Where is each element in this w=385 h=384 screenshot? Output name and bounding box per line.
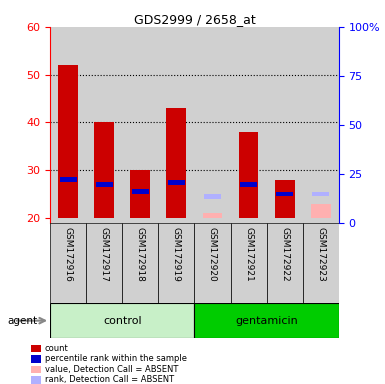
Text: count: count [45, 344, 69, 353]
Bar [312, 192, 329, 197]
Text: control: control [103, 316, 142, 326]
Text: GSM172917: GSM172917 [100, 227, 109, 281]
Bar [204, 194, 221, 199]
Bar [31, 376, 41, 384]
Text: gentamicin: gentamicin [235, 316, 298, 326]
Bar [203, 213, 223, 218]
Bar [275, 180, 295, 218]
Text: GSM172920: GSM172920 [208, 227, 217, 281]
Title: GDS2999 / 2658_at: GDS2999 / 2658_at [134, 13, 255, 26]
FancyBboxPatch shape [194, 223, 231, 303]
Text: GSM172919: GSM172919 [172, 227, 181, 281]
FancyBboxPatch shape [50, 223, 86, 303]
Text: GSM172918: GSM172918 [136, 227, 145, 281]
FancyBboxPatch shape [231, 223, 266, 303]
Text: GSM172916: GSM172916 [64, 227, 73, 281]
FancyBboxPatch shape [158, 223, 194, 303]
Bar [266, 27, 303, 223]
Bar [58, 65, 78, 218]
Bar [194, 27, 231, 223]
Bar [31, 366, 41, 373]
Bar [50, 27, 86, 223]
Bar [86, 27, 122, 223]
Text: rank, Detection Call = ABSENT: rank, Detection Call = ABSENT [45, 375, 174, 384]
FancyBboxPatch shape [266, 223, 303, 303]
Bar [276, 192, 293, 197]
FancyBboxPatch shape [194, 303, 339, 338]
Bar [158, 27, 194, 223]
Bar [239, 132, 258, 218]
Bar [132, 189, 149, 194]
Bar [240, 182, 257, 187]
FancyBboxPatch shape [86, 223, 122, 303]
Text: agent: agent [8, 316, 38, 326]
Bar [122, 27, 158, 223]
FancyBboxPatch shape [50, 303, 194, 338]
Bar [166, 108, 186, 218]
Text: GSM172922: GSM172922 [280, 227, 289, 281]
Bar [96, 182, 113, 187]
Text: value, Detection Call = ABSENT: value, Detection Call = ABSENT [45, 365, 178, 374]
Bar [31, 345, 41, 353]
Bar [168, 180, 185, 184]
Bar [60, 177, 77, 182]
Bar [231, 27, 266, 223]
Text: GSM172921: GSM172921 [244, 227, 253, 281]
Bar [94, 122, 114, 218]
FancyBboxPatch shape [122, 223, 158, 303]
Bar [311, 204, 331, 218]
FancyBboxPatch shape [303, 223, 339, 303]
Text: GSM172923: GSM172923 [316, 227, 325, 281]
Bar [31, 355, 41, 363]
Bar [303, 27, 339, 223]
Text: percentile rank within the sample: percentile rank within the sample [45, 354, 187, 363]
Bar [131, 170, 150, 218]
